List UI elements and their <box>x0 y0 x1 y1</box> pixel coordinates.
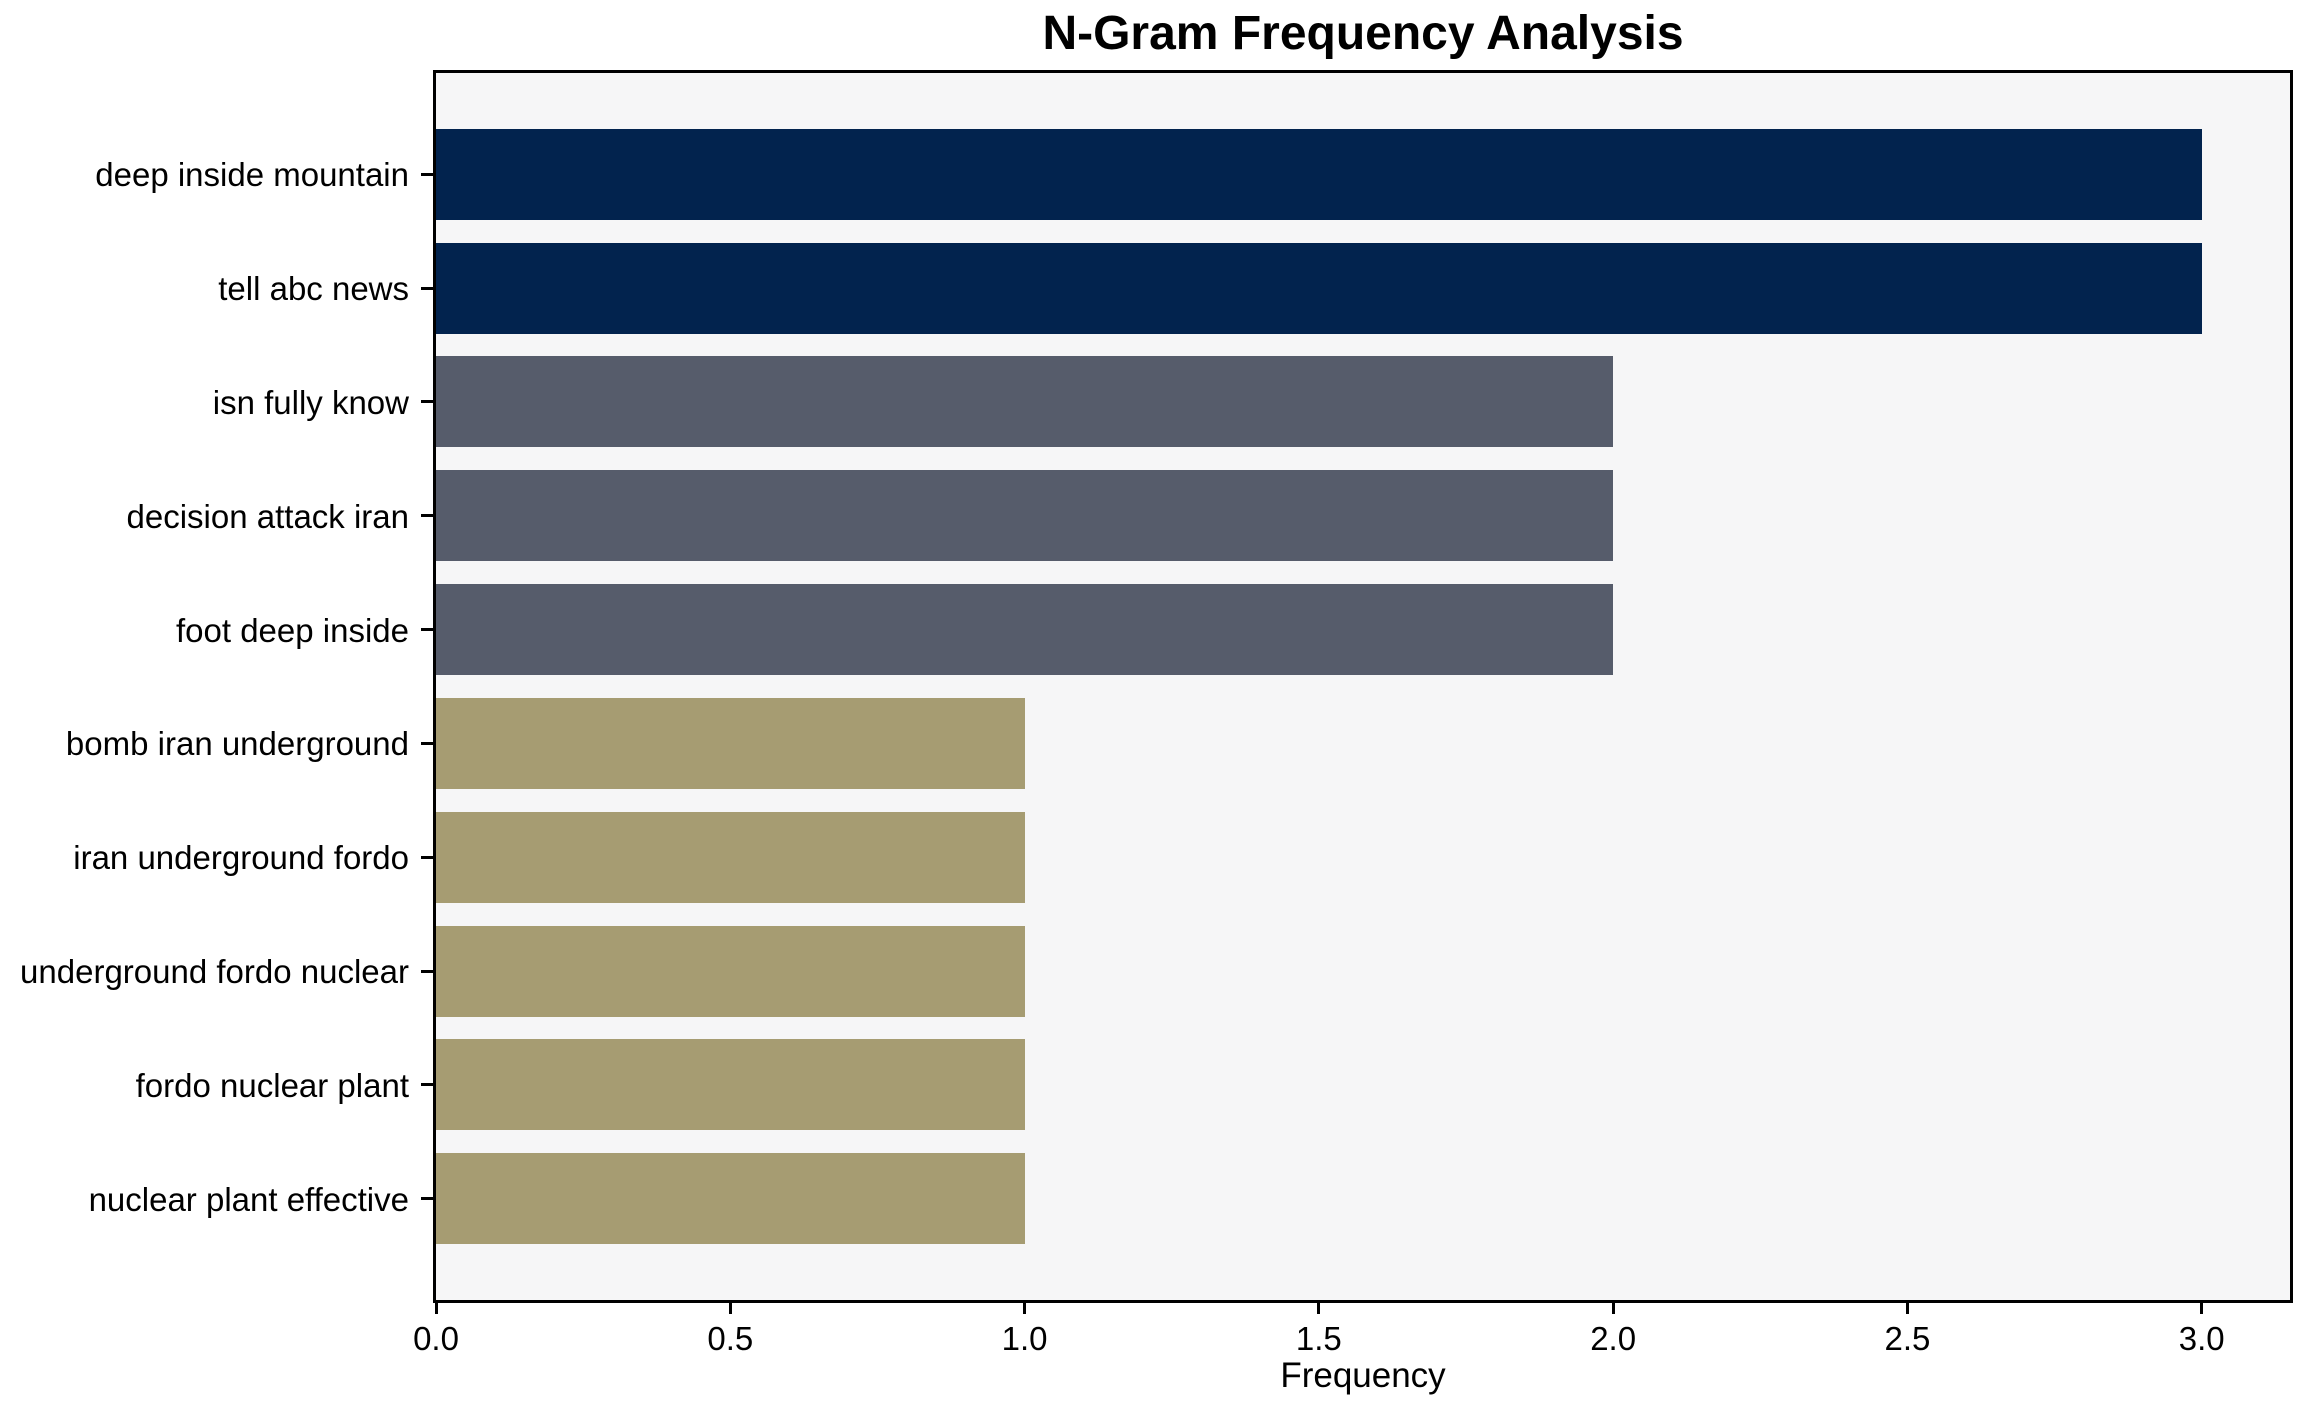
x-tick-mark <box>1905 1300 1909 1314</box>
y-tick-mark <box>421 400 433 404</box>
x-tick-mark <box>434 1300 438 1314</box>
bar <box>436 242 2202 334</box>
y-tick-label: bomb iran underground <box>65 725 409 763</box>
x-tick-label: 3.0 <box>2178 1320 2225 1357</box>
bar <box>436 470 1614 562</box>
x-tick-label: 0.0 <box>413 1320 459 1357</box>
bar <box>436 584 1614 676</box>
y-tick-mark <box>421 855 433 859</box>
y-tick-label: nuclear plant effective <box>88 1180 409 1218</box>
chart-title: N-Gram Frequency Analysis <box>1042 7 1684 60</box>
bar <box>436 697 1025 789</box>
x-tick-label: 0.5 <box>707 1320 754 1357</box>
x-tick-label: 1.0 <box>1001 1320 1048 1357</box>
x-tick-mark <box>728 1300 732 1314</box>
y-tick-label: isn fully know <box>212 383 409 421</box>
y-tick-mark <box>421 1083 433 1087</box>
x-tick-label: 2.5 <box>1884 1320 1931 1357</box>
x-tick-mark <box>1023 1300 1027 1314</box>
y-tick-mark <box>421 514 433 518</box>
x-tick-mark <box>2200 1300 2204 1314</box>
y-tick-label: fordo nuclear plant <box>135 1066 409 1104</box>
bar <box>436 356 1614 448</box>
y-tick-mark <box>421 1197 433 1201</box>
y-tick-label: deep inside mountain <box>95 156 409 194</box>
y-tick-mark <box>421 628 433 632</box>
y-tick-mark <box>421 286 433 290</box>
y-tick-label: iran underground fordo <box>73 839 409 877</box>
x-tick-label: 2.0 <box>1590 1320 1637 1357</box>
y-tick-label: decision attack iran <box>126 497 409 535</box>
plot-area <box>433 70 2293 1303</box>
y-tick-mark <box>421 172 433 176</box>
bar <box>436 925 1025 1017</box>
x-tick-mark <box>1317 1300 1321 1314</box>
bar <box>436 128 2202 220</box>
bar <box>436 1039 1025 1131</box>
y-tick-mark <box>421 741 433 745</box>
y-tick-label: foot deep inside <box>175 611 409 649</box>
y-tick-mark <box>421 969 433 973</box>
bar <box>436 1153 1025 1245</box>
x-tick-label: 1.5 <box>1295 1320 1342 1357</box>
bar <box>436 811 1025 903</box>
y-tick-label: underground fordo nuclear <box>20 953 409 991</box>
x-tick-mark <box>1611 1300 1615 1314</box>
x-axis-label: Frequency <box>1280 1356 1446 1395</box>
y-tick-label: tell abc news <box>218 270 409 308</box>
